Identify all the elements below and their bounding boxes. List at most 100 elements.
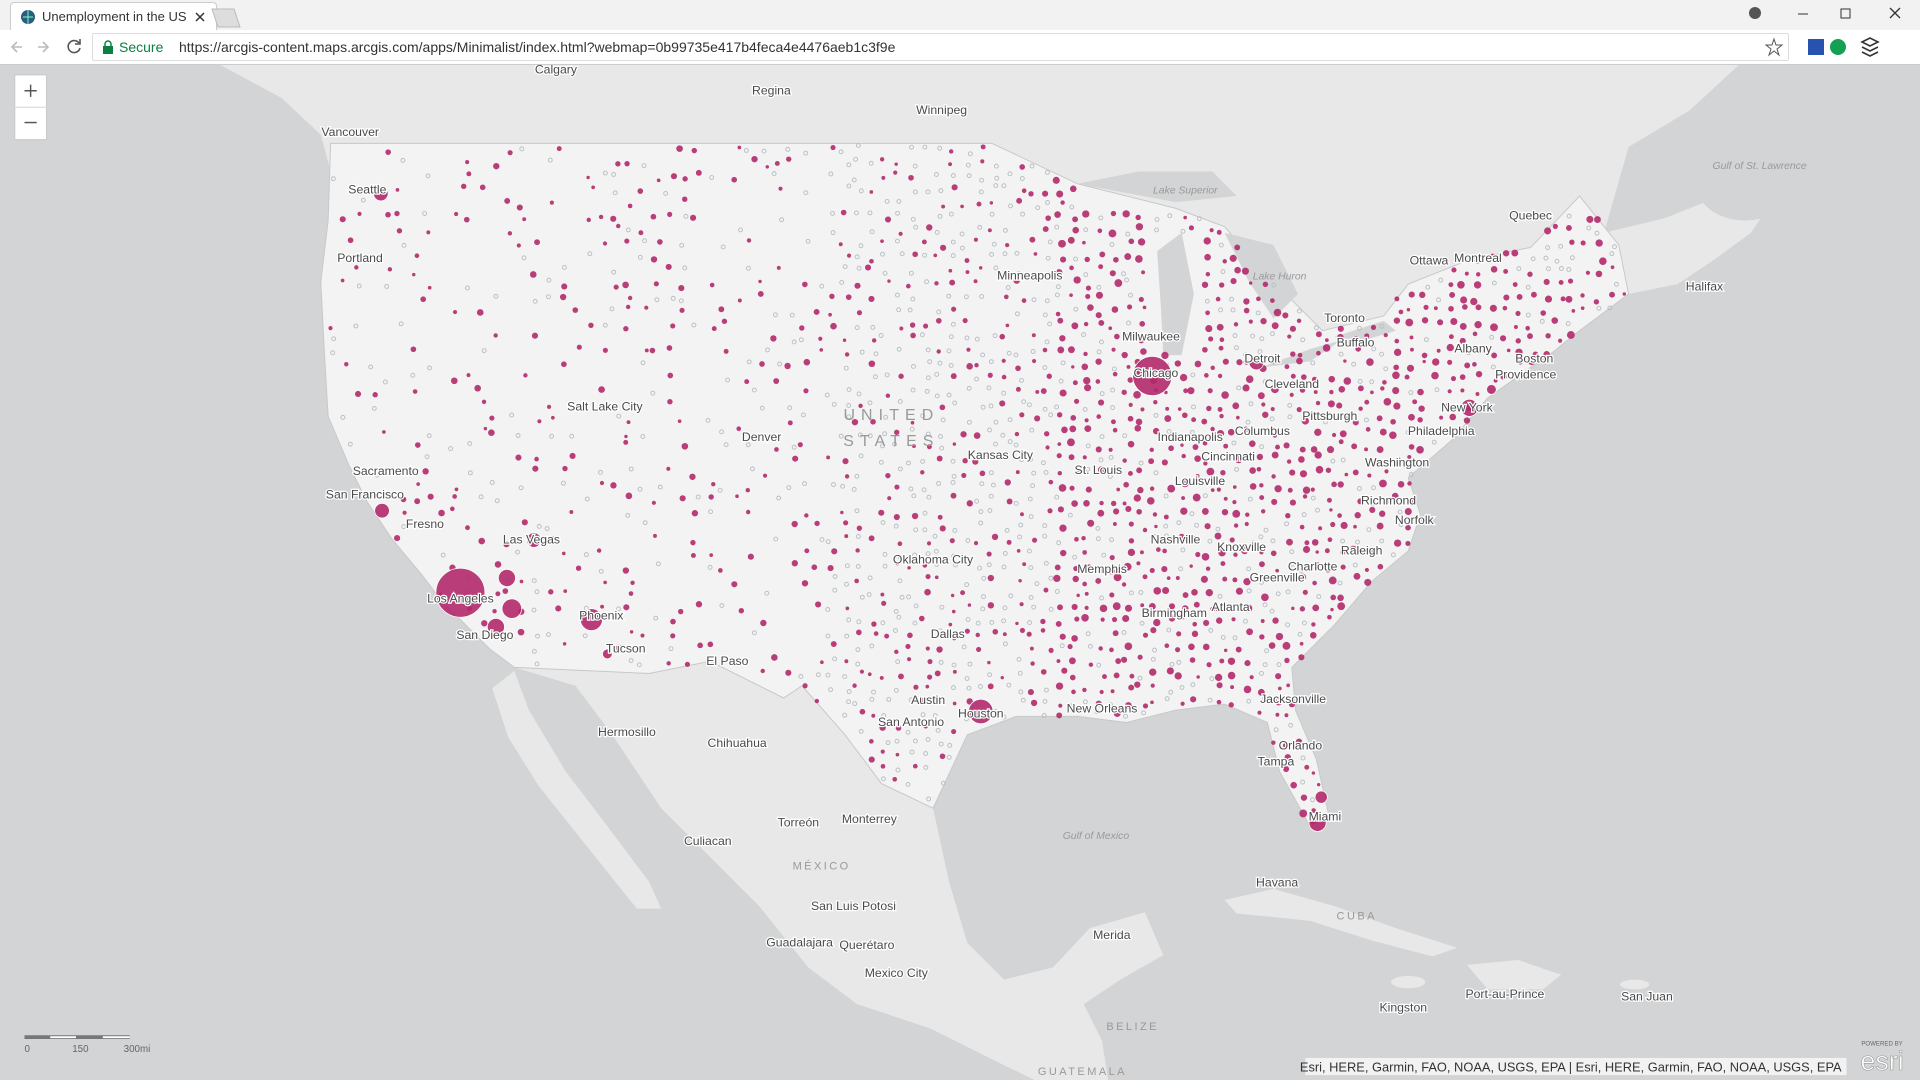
dot[interactable] xyxy=(778,186,783,191)
dot[interactable] xyxy=(1109,592,1115,598)
dot[interactable] xyxy=(1054,292,1060,298)
dot[interactable] xyxy=(1528,357,1536,366)
dot[interactable] xyxy=(1299,606,1306,612)
dot[interactable] xyxy=(705,417,711,423)
dot[interactable] xyxy=(1110,689,1115,694)
dot[interactable] xyxy=(1286,459,1292,464)
dot[interactable] xyxy=(869,643,875,649)
dot[interactable] xyxy=(854,254,860,260)
dot[interactable] xyxy=(385,211,391,218)
dot[interactable] xyxy=(1219,413,1224,419)
dot[interactable] xyxy=(965,162,971,168)
dot[interactable] xyxy=(932,533,938,539)
dot[interactable] xyxy=(905,729,911,735)
dot[interactable] xyxy=(402,510,407,515)
dot[interactable] xyxy=(761,148,767,154)
dot[interactable] xyxy=(545,294,551,300)
dot[interactable] xyxy=(1371,485,1376,491)
dot[interactable] xyxy=(1215,296,1221,302)
dot[interactable] xyxy=(988,359,994,365)
dot[interactable] xyxy=(966,419,972,425)
dot[interactable] xyxy=(414,253,420,259)
dot[interactable] xyxy=(1312,604,1320,612)
dot[interactable] xyxy=(1163,523,1169,529)
dot[interactable] xyxy=(934,281,939,286)
dot[interactable] xyxy=(894,738,900,744)
dot[interactable] xyxy=(855,142,861,148)
dot[interactable] xyxy=(1016,197,1023,204)
dot[interactable] xyxy=(1054,404,1060,410)
dot[interactable] xyxy=(895,752,900,757)
dot[interactable] xyxy=(1284,521,1290,527)
dot[interactable] xyxy=(873,351,879,357)
dot[interactable] xyxy=(1214,673,1223,682)
dot[interactable] xyxy=(814,520,820,527)
dot[interactable] xyxy=(1110,419,1116,425)
dot[interactable] xyxy=(1164,696,1170,702)
dot[interactable] xyxy=(650,213,657,220)
dot[interactable] xyxy=(1043,587,1049,593)
dot[interactable] xyxy=(1260,619,1265,623)
dot[interactable] xyxy=(588,322,594,328)
dot[interactable] xyxy=(1083,500,1090,507)
dot[interactable] xyxy=(1095,446,1102,453)
dot[interactable] xyxy=(1060,256,1067,263)
dot[interactable] xyxy=(1099,689,1104,695)
dot[interactable] xyxy=(797,442,803,448)
dot[interactable] xyxy=(1210,488,1215,492)
dot[interactable] xyxy=(1196,216,1202,222)
dot[interactable] xyxy=(1270,331,1275,337)
dot[interactable] xyxy=(819,348,824,352)
dot[interactable] xyxy=(560,480,566,486)
dot[interactable] xyxy=(1201,507,1209,515)
dot[interactable] xyxy=(1114,333,1120,340)
dot[interactable] xyxy=(679,495,686,502)
dot[interactable] xyxy=(744,379,750,385)
dot[interactable] xyxy=(1220,561,1226,567)
dot[interactable] xyxy=(1087,519,1095,527)
dot[interactable] xyxy=(920,459,926,464)
dot[interactable] xyxy=(1405,524,1411,531)
dot[interactable] xyxy=(884,372,890,378)
dot[interactable] xyxy=(1398,522,1404,528)
dot[interactable] xyxy=(1056,453,1062,459)
dot[interactable] xyxy=(1001,714,1007,720)
dot[interactable] xyxy=(663,190,669,196)
dot[interactable] xyxy=(1229,254,1237,262)
dot[interactable] xyxy=(976,646,982,652)
dot[interactable] xyxy=(1085,293,1091,299)
dot[interactable] xyxy=(1338,351,1344,357)
dot[interactable] xyxy=(382,379,388,385)
dot[interactable] xyxy=(1043,470,1049,475)
dot[interactable] xyxy=(1270,550,1277,557)
dot[interactable] xyxy=(1490,364,1496,370)
dot[interactable] xyxy=(1243,578,1251,586)
dot[interactable] xyxy=(936,481,942,486)
dot[interactable] xyxy=(1121,351,1128,359)
dot[interactable] xyxy=(1376,415,1383,422)
dot[interactable] xyxy=(1098,457,1104,463)
dot[interactable] xyxy=(909,426,915,432)
dot[interactable] xyxy=(896,346,902,352)
dot[interactable] xyxy=(977,224,983,230)
dot[interactable] xyxy=(628,466,634,472)
dot[interactable] xyxy=(1525,312,1531,318)
dot[interactable] xyxy=(978,266,983,270)
dot[interactable] xyxy=(731,581,738,588)
dot[interactable] xyxy=(1015,470,1020,475)
dot[interactable] xyxy=(1149,567,1155,573)
dot[interactable] xyxy=(678,298,684,304)
dot[interactable] xyxy=(1030,699,1038,707)
dot[interactable] xyxy=(1236,359,1243,366)
dot[interactable] xyxy=(987,683,994,690)
dot[interactable] xyxy=(951,728,957,735)
dot[interactable] xyxy=(973,432,981,439)
dot[interactable] xyxy=(1095,291,1104,299)
dot[interactable] xyxy=(1002,632,1007,637)
dot[interactable] xyxy=(1262,696,1267,702)
dot[interactable] xyxy=(1569,239,1575,245)
dot[interactable] xyxy=(1282,429,1290,437)
dot[interactable] xyxy=(846,403,852,408)
dot[interactable] xyxy=(857,432,863,438)
dot[interactable] xyxy=(1047,508,1053,514)
